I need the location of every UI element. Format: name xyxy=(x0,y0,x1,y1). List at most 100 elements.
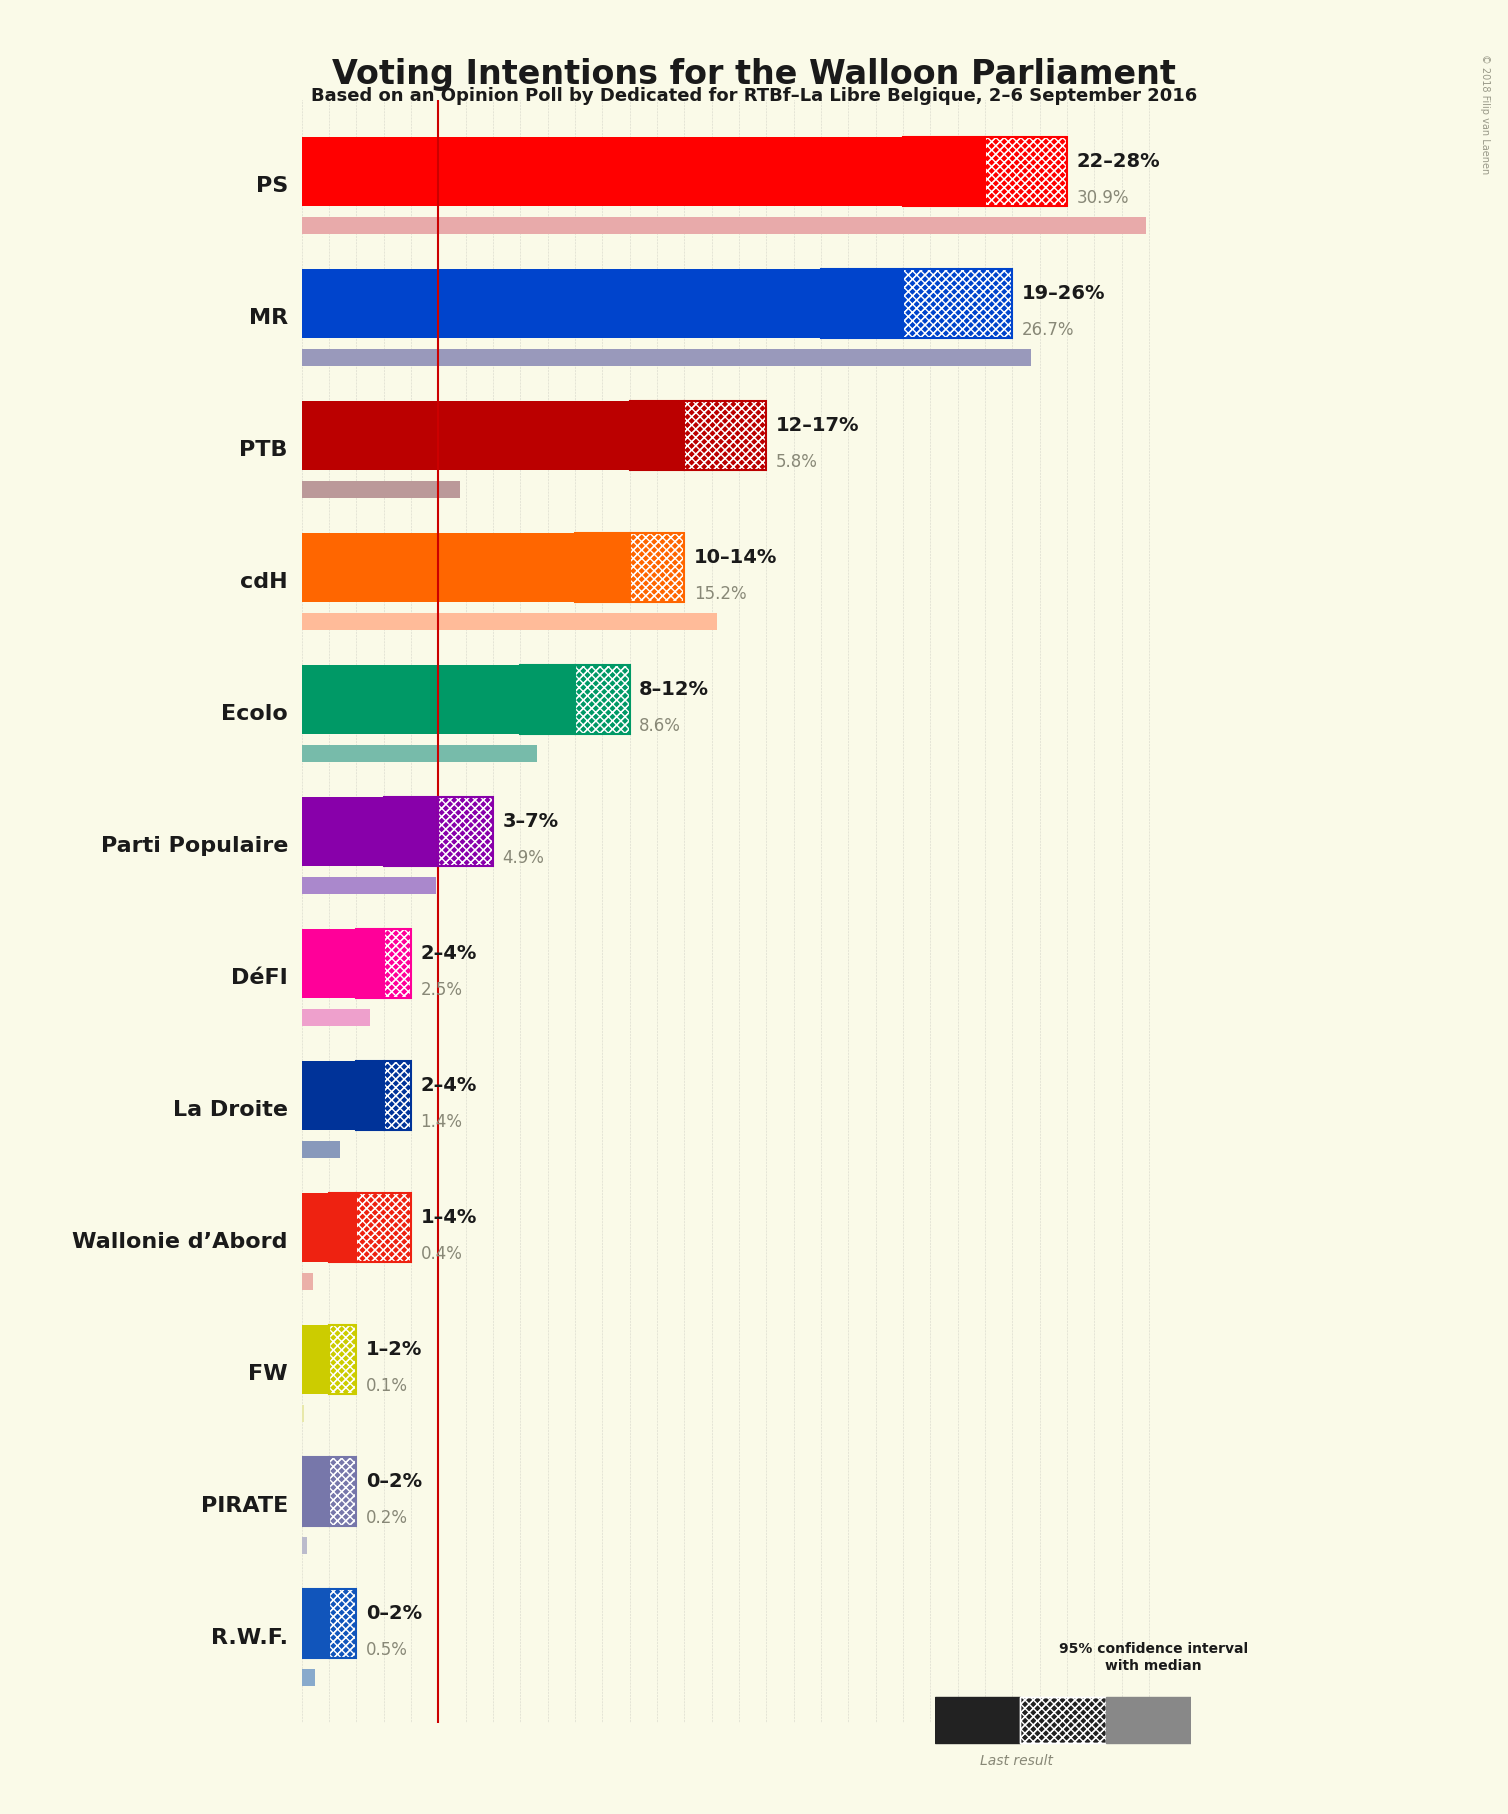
Bar xyxy=(383,798,493,865)
Bar xyxy=(302,270,903,337)
Text: 8–12%: 8–12% xyxy=(639,680,709,698)
Bar xyxy=(302,1457,356,1526)
Text: 22–28%: 22–28% xyxy=(1077,152,1160,171)
Bar xyxy=(329,1326,356,1393)
Text: 95% confidence interval
with median: 95% confidence interval with median xyxy=(1059,1642,1249,1673)
Bar xyxy=(302,1194,356,1263)
Text: Parti Populaire: Parti Populaire xyxy=(101,836,288,856)
Bar xyxy=(329,1589,356,1658)
Text: PIRATE: PIRATE xyxy=(201,1495,288,1515)
Bar xyxy=(575,666,629,735)
Text: 15.2%: 15.2% xyxy=(694,586,746,602)
Text: cdH: cdH xyxy=(240,571,288,591)
Bar xyxy=(302,1404,305,1422)
Bar xyxy=(685,401,766,470)
Bar xyxy=(356,929,410,998)
Bar xyxy=(985,138,1068,207)
Bar xyxy=(302,1589,329,1658)
Bar xyxy=(903,138,1066,207)
Bar xyxy=(302,1669,315,1685)
Bar xyxy=(630,533,685,602)
Bar xyxy=(903,270,1012,337)
Text: 1.4%: 1.4% xyxy=(421,1114,463,1132)
Text: La Droite: La Droite xyxy=(173,1099,288,1119)
Bar xyxy=(329,1457,356,1526)
Text: © 2018 Filip van Laenen: © 2018 Filip van Laenen xyxy=(1481,54,1490,174)
Text: PS: PS xyxy=(256,176,288,196)
Text: 3–7%: 3–7% xyxy=(502,811,558,831)
Text: DéFI: DéFI xyxy=(231,967,288,987)
Text: 0–2%: 0–2% xyxy=(366,1471,422,1491)
Bar xyxy=(302,1589,356,1658)
Bar xyxy=(302,348,1031,366)
Bar xyxy=(302,138,985,207)
Bar xyxy=(1021,1696,1105,1743)
Text: 5.8%: 5.8% xyxy=(775,454,817,472)
Bar xyxy=(630,533,685,602)
Bar xyxy=(302,1009,369,1025)
Bar xyxy=(302,744,537,762)
Text: 0.1%: 0.1% xyxy=(366,1377,407,1395)
Bar xyxy=(302,1273,312,1290)
Bar xyxy=(383,1061,410,1130)
Bar xyxy=(630,401,766,470)
Text: Ecolo: Ecolo xyxy=(222,704,288,724)
Bar xyxy=(356,1194,410,1263)
Bar xyxy=(383,929,410,998)
Text: 2.5%: 2.5% xyxy=(421,981,463,1000)
Text: 2–4%: 2–4% xyxy=(421,1076,477,1094)
Bar xyxy=(302,1061,383,1130)
Bar xyxy=(329,1457,356,1526)
Text: 1–4%: 1–4% xyxy=(421,1208,477,1226)
Text: FW: FW xyxy=(249,1364,288,1384)
Bar xyxy=(383,1061,410,1130)
Text: 30.9%: 30.9% xyxy=(1077,189,1129,207)
Text: Voting Intentions for the Walloon Parliament: Voting Intentions for the Walloon Parlia… xyxy=(332,58,1176,91)
Bar xyxy=(356,1061,410,1130)
Bar xyxy=(575,533,685,602)
Bar xyxy=(302,876,436,894)
Text: MR: MR xyxy=(249,308,288,328)
Bar xyxy=(1021,1696,1105,1743)
Bar xyxy=(302,798,439,865)
Text: 1–2%: 1–2% xyxy=(366,1339,422,1359)
Text: R.W.F.: R.W.F. xyxy=(211,1627,288,1647)
Bar xyxy=(302,1326,329,1393)
Bar xyxy=(329,1194,410,1263)
Text: 12–17%: 12–17% xyxy=(775,415,860,435)
Text: Wallonie d’Abord: Wallonie d’Abord xyxy=(72,1232,288,1252)
Text: 19–26%: 19–26% xyxy=(1022,283,1105,303)
Bar xyxy=(302,1457,329,1526)
Text: 10–14%: 10–14% xyxy=(694,548,777,566)
Text: Based on an Opinion Poll by Dedicated for RTBf–La Libre Belgique, 2–6 September : Based on an Opinion Poll by Dedicated fo… xyxy=(311,87,1197,105)
Bar xyxy=(302,481,460,497)
Text: 2–4%: 2–4% xyxy=(421,943,477,963)
Bar xyxy=(356,1194,410,1263)
Text: 8.6%: 8.6% xyxy=(639,717,682,735)
Bar xyxy=(439,798,493,865)
Bar xyxy=(302,533,630,602)
Text: 4.9%: 4.9% xyxy=(502,849,544,867)
Bar xyxy=(302,401,685,470)
Bar xyxy=(520,666,630,735)
Bar xyxy=(329,1589,356,1658)
Bar xyxy=(1105,1696,1191,1743)
Bar xyxy=(302,1141,339,1157)
Bar xyxy=(329,1326,356,1393)
Bar xyxy=(903,270,1012,337)
Bar xyxy=(985,138,1068,207)
Text: 0–2%: 0–2% xyxy=(366,1604,422,1622)
Text: Last result: Last result xyxy=(980,1754,1054,1769)
Bar xyxy=(302,666,575,735)
Bar xyxy=(329,1326,356,1393)
Bar xyxy=(575,666,629,735)
Text: 0.2%: 0.2% xyxy=(366,1509,407,1527)
Text: 0.5%: 0.5% xyxy=(366,1642,407,1660)
Bar xyxy=(439,798,493,865)
Bar xyxy=(302,929,383,998)
Text: PTB: PTB xyxy=(240,439,288,459)
Bar xyxy=(302,216,1146,234)
Bar xyxy=(302,613,718,629)
Bar xyxy=(685,401,766,470)
Bar xyxy=(820,270,1012,337)
